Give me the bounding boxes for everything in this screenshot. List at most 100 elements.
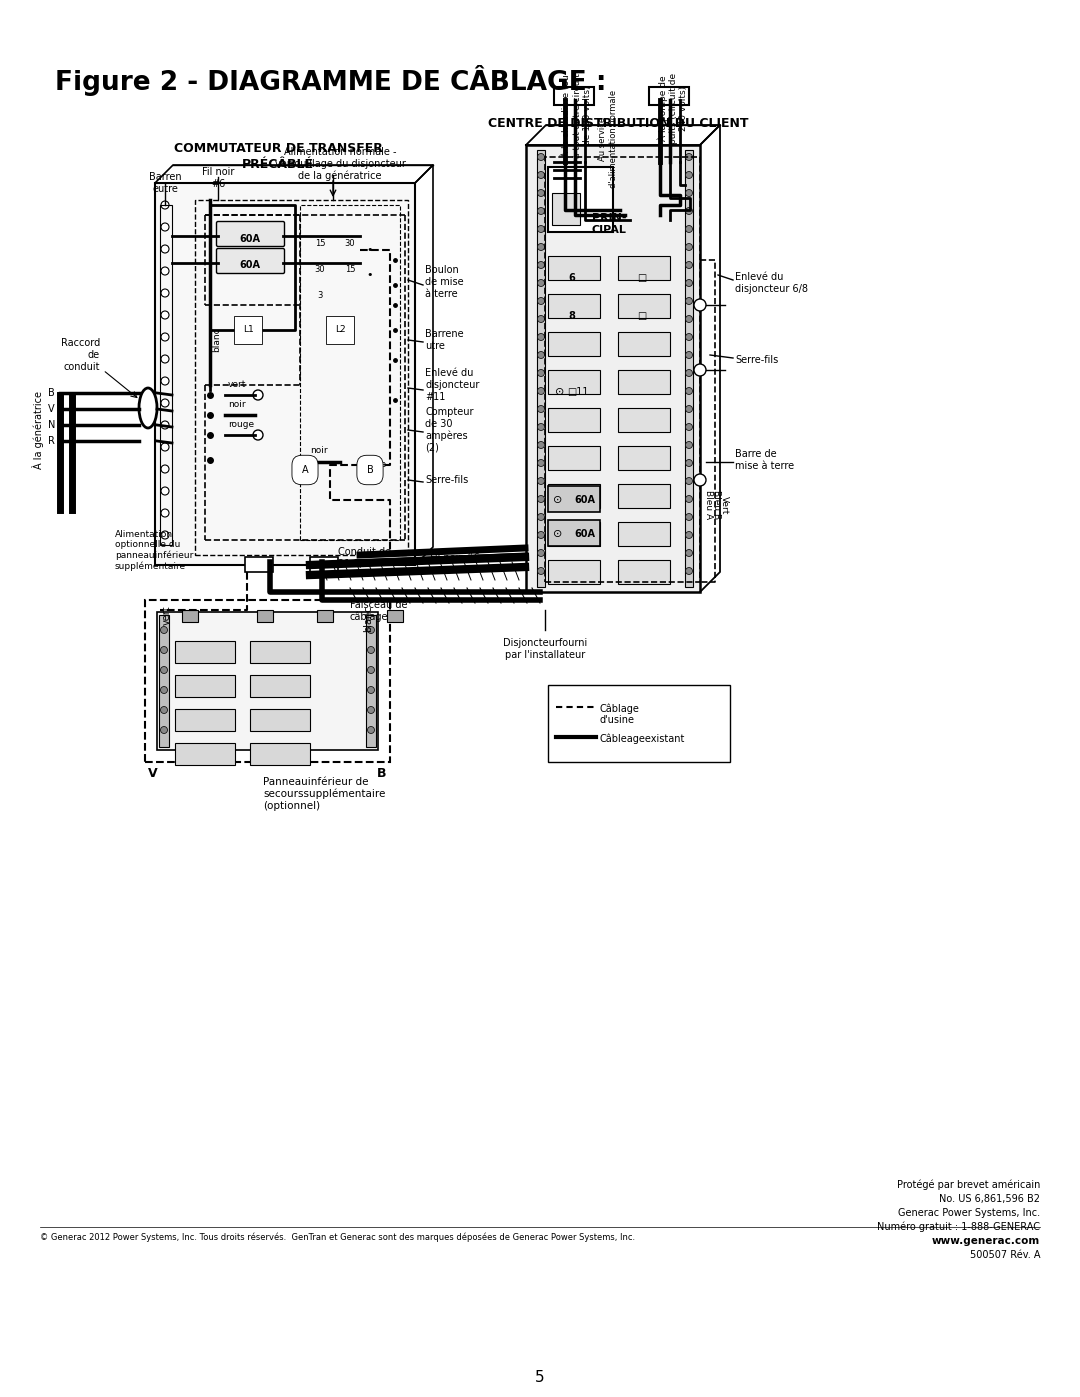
Text: © Generac 2012 Power Systems, Inc. Tous droits réservés.  GenTran et Generac son: © Generac 2012 Power Systems, Inc. Tous … (40, 1234, 635, 1242)
Text: □: □ (637, 272, 647, 284)
Circle shape (538, 334, 544, 341)
Text: Câbleageexistant: Câbleageexistant (600, 733, 686, 743)
Text: 500507 Rév. A: 500507 Rév. A (970, 1250, 1040, 1260)
Text: COMMUTATEUR DE TRANSFER
PRÉCÂBLÉ: COMMUTATEUR DE TRANSFER PRÉCÂBLÉ (174, 142, 382, 170)
Bar (249, 743, 310, 766)
Circle shape (686, 531, 692, 538)
Circle shape (161, 726, 167, 733)
Text: V: V (148, 767, 158, 780)
Circle shape (538, 567, 544, 574)
Bar (618, 370, 670, 394)
Circle shape (686, 172, 692, 179)
Text: Serre-fils: Serre-fils (426, 475, 469, 485)
Circle shape (538, 154, 544, 161)
Bar (548, 446, 600, 469)
Text: 6: 6 (569, 272, 576, 284)
Circle shape (686, 478, 692, 485)
Bar (554, 87, 594, 105)
Circle shape (161, 355, 168, 363)
Text: Serre-fils: Serre-fils (735, 355, 779, 365)
Circle shape (538, 549, 544, 556)
Text: 60A: 60A (240, 235, 260, 244)
Circle shape (161, 509, 168, 517)
Bar (366, 615, 376, 747)
Text: Enlevé du
disjoncteur 6/8: Enlevé du disjoncteur 6/8 (735, 272, 808, 293)
Circle shape (367, 726, 375, 733)
Bar (548, 293, 600, 319)
Circle shape (161, 289, 168, 298)
Text: 5: 5 (536, 1370, 544, 1384)
Text: rouge: rouge (360, 460, 387, 469)
Bar (618, 408, 670, 432)
Text: •: • (367, 244, 374, 256)
Circle shape (161, 666, 167, 673)
Bar (618, 256, 670, 279)
Circle shape (161, 531, 168, 539)
Circle shape (686, 549, 692, 556)
Text: Câblage
d'usine: Câblage d'usine (600, 703, 639, 725)
Bar (175, 641, 235, 664)
Bar (183, 610, 198, 622)
Text: 60A: 60A (573, 529, 595, 539)
Bar (548, 370, 600, 394)
Text: 60A: 60A (240, 260, 260, 270)
Text: ⊙: ⊙ (553, 529, 563, 539)
Circle shape (686, 279, 692, 286)
Text: Panneauinférieur de
secourssupplémentaire
(optionnel): Panneauinférieur de secourssupplémentair… (264, 777, 386, 810)
Circle shape (538, 190, 544, 197)
Bar (552, 193, 580, 225)
Bar (310, 557, 338, 571)
Circle shape (538, 172, 544, 179)
Text: 8: 8 (568, 312, 576, 321)
Bar (249, 641, 310, 664)
Text: Enlevé du
disjoncteur
#11: Enlevé du disjoncteur #11 (426, 369, 480, 401)
Text: Fil noir #6: Fil noir #6 (430, 553, 480, 563)
Text: B: B (49, 388, 55, 398)
Circle shape (367, 626, 375, 633)
Text: □: □ (637, 312, 647, 321)
Circle shape (686, 387, 692, 394)
Bar (526, 145, 700, 592)
Text: vert: vert (162, 605, 172, 624)
Text: vert: vert (228, 380, 246, 388)
Circle shape (538, 243, 544, 250)
Text: Barrene
utre: Barrene utre (426, 330, 463, 351)
Bar (249, 675, 310, 697)
Bar (537, 149, 545, 587)
Bar (160, 205, 172, 545)
Circle shape (538, 387, 544, 394)
Circle shape (253, 390, 264, 400)
Circle shape (694, 474, 706, 486)
Text: □11: □11 (567, 387, 589, 397)
Bar (548, 256, 600, 279)
Circle shape (538, 460, 544, 467)
Circle shape (538, 352, 544, 359)
Text: No. US 6,861,596 B2: No. US 6,861,596 B2 (939, 1194, 1040, 1204)
Text: Fil noir
#6: Fil noir #6 (202, 168, 234, 189)
Circle shape (161, 443, 168, 451)
Text: Boulon
de mise
à terre: Boulon de mise à terre (426, 265, 463, 299)
Bar (245, 557, 273, 571)
Circle shape (161, 312, 168, 319)
Bar (685, 149, 693, 587)
Bar (249, 710, 310, 731)
Circle shape (686, 352, 692, 359)
Text: 15: 15 (345, 265, 355, 274)
FancyBboxPatch shape (216, 249, 284, 274)
Circle shape (538, 405, 544, 412)
Circle shape (686, 514, 692, 521)
Text: À la génératrice: À la génératrice (32, 391, 44, 469)
Bar (548, 408, 600, 432)
Text: •: • (367, 270, 374, 279)
Text: noir: noir (228, 400, 245, 409)
Text: Barre de
mise à terre: Barre de mise à terre (735, 450, 794, 471)
Circle shape (694, 299, 706, 312)
Bar (649, 87, 689, 105)
Bar (157, 612, 378, 750)
Circle shape (538, 316, 544, 323)
Circle shape (538, 261, 544, 268)
Bar (548, 560, 600, 584)
Circle shape (253, 430, 264, 440)
Circle shape (161, 465, 168, 474)
Text: Barren
eutre: Barren eutre (149, 172, 181, 194)
